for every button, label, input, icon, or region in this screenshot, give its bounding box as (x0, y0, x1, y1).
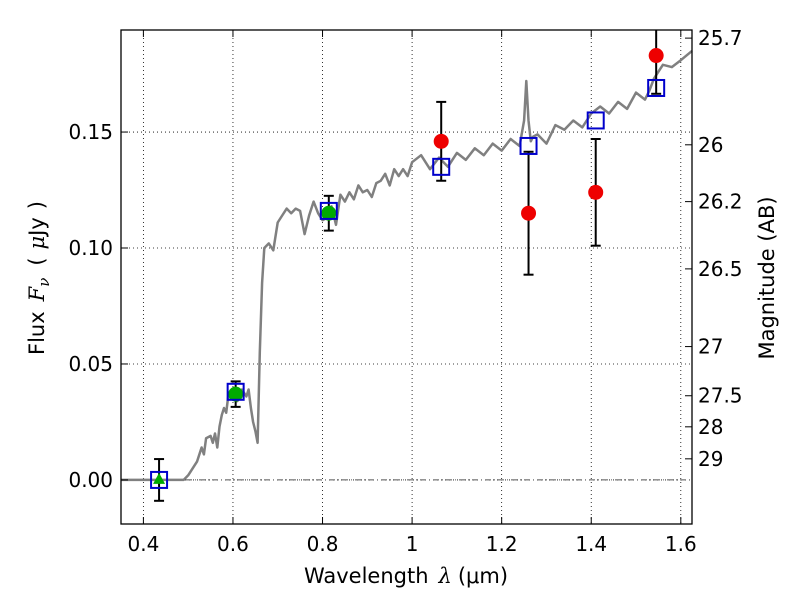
template-flux-square (319, 201, 338, 220)
magnitude-tick-label: 27.5 (698, 384, 743, 408)
x-axis-symbol: λ (438, 564, 452, 588)
data-markers (150, 48, 666, 489)
x-tick-label: 0.8 (307, 532, 339, 556)
x-tick-label: 1 (406, 532, 419, 556)
observed-nir-point (433, 133, 449, 149)
template-flux-square (519, 136, 538, 155)
y-axis-unit-close: ) (25, 201, 49, 209)
secondary-y-axis-title: Magnitude (AB) (755, 196, 779, 359)
y-axis-symbol: F (25, 285, 49, 302)
template-spectrum-line (121, 49, 693, 482)
y-axis-unit-symbol: μ (25, 236, 49, 250)
x-tick-label: 1.6 (665, 532, 697, 556)
axis-ticks: 0.4 0.6 0.8 1 1.2 1.4 1.6 0.00 0.05 0.10 0.15 25.7 2… (68, 26, 742, 556)
template-flux-square (647, 78, 666, 97)
y-tick-label: 0.15 (68, 120, 113, 144)
plot-frame (120, 29, 693, 525)
y-axis-unit-text: Jy (25, 217, 49, 238)
y-tick-label: 0.00 (68, 468, 113, 492)
y-tick-label: 0.10 (68, 236, 113, 260)
y-axis-symbol-subscript: ν (35, 278, 53, 287)
plot-area-background (121, 30, 692, 524)
x-axis-title: Wavelength λ (μm) (304, 564, 508, 588)
observed-optical-point (228, 386, 244, 402)
magnitude-tick-label: 26.5 (698, 257, 743, 281)
magnitude-tick-label: 28 (698, 415, 723, 439)
template-flux-square (150, 470, 169, 489)
observed-nir-point (521, 205, 537, 221)
observed-nir-point (588, 184, 604, 200)
x-tick-label: 0.4 (127, 532, 159, 556)
template-flux-square (586, 111, 605, 130)
magnitude-tick-label: 26 (698, 133, 723, 157)
y-axis-title: Flux Fν ( μJy) (25, 201, 53, 355)
magnitude-tick-label: 26.2 (698, 190, 743, 214)
y-axis-label-text: Flux (25, 311, 49, 355)
template-flux-square (226, 382, 245, 401)
magnitude-tick-label: 25.7 (698, 26, 743, 50)
observed-bband-triangle (153, 472, 166, 484)
x-axis-unit: (μm) (458, 564, 508, 588)
x-tick-label: 1.2 (486, 532, 518, 556)
x-axis-label-text: Wavelength (304, 564, 429, 588)
x-tick-label: 1.4 (575, 532, 607, 556)
y-tick-label: 0.05 (68, 352, 113, 376)
x-tick-label: 0.6 (217, 532, 249, 556)
y-axis-unit-open: ( (25, 257, 49, 265)
template-flux-square (432, 157, 451, 176)
magnitude-tick-label: 29 (698, 447, 723, 471)
observed-optical-point (321, 205, 337, 221)
magnitude-tick-label: 27 (698, 335, 723, 359)
observed-nir-point (648, 48, 664, 64)
